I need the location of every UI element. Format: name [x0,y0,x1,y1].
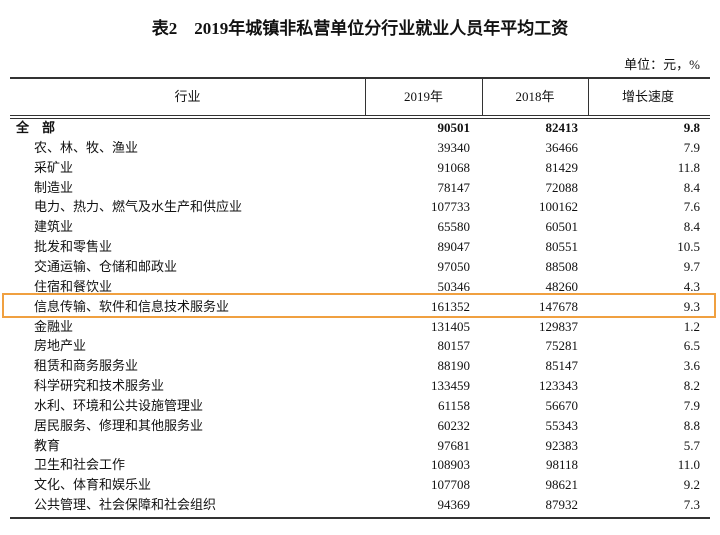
row-label: 水利、环境和公共设施管理业 [34,397,204,413]
column-header: 行业 [174,89,201,104]
row-label: 租赁和商务服务业 [34,358,139,374]
cell-value: 91068 [437,159,471,175]
cell-value: 72088 [545,179,579,195]
header-border [10,115,710,116]
row-label: 批发和零售业 [34,239,113,255]
header-border [10,118,710,119]
cell-value: 7.9 [683,139,700,155]
column-divider [365,78,366,116]
column-header: 2018年 [515,89,555,104]
row-label: 全 部 [16,120,56,135]
cell-value: 129837 [539,318,578,334]
title: 表2 2019年城镇非私营单位分行业就业人员年平均工资 [151,19,569,38]
row-label: 科学研究和技术服务业 [34,378,165,394]
cell-value: 36466 [545,139,579,155]
cell-value: 75281 [545,338,579,354]
cell-value: 7.9 [683,397,700,413]
cell-value: 56670 [545,397,579,413]
cell-value: 55343 [545,417,579,433]
cell-value: 11.0 [677,457,700,473]
cell-value: 88190 [437,358,471,374]
cell-value: 11.8 [677,159,700,175]
cell-value: 8.4 [683,219,700,235]
cell-value: 4.3 [683,278,700,294]
cell-value: 131405 [431,318,470,334]
cell-value: 65580 [437,219,471,235]
cell-value: 80551 [545,239,579,255]
cell-value: 8.4 [683,179,700,195]
cell-value: 39340 [437,139,471,155]
row-label: 住宿和餐饮业 [34,278,113,294]
cell-value: 8.8 [683,417,700,433]
cell-value: 7.6 [683,199,700,215]
row-label: 公共管理、社会保障和社会组织 [34,497,217,513]
cell-value: 107733 [431,199,470,215]
cell-value: 81429 [545,159,579,175]
cell-value: 100162 [539,199,578,215]
cell-value: 60501 [545,219,579,235]
cell-value: 9.7 [683,258,700,274]
cell-value: 60232 [437,417,471,433]
table-top-border [10,77,710,79]
row-label: 电力、热力、燃气及水生产和供应业 [34,199,243,215]
cell-value: 9.3 [683,298,700,314]
cell-value: 98118 [545,457,578,473]
cell-value: 9.8 [683,120,700,135]
cell-value: 147678 [539,298,578,314]
cell-value: 61158 [437,397,470,413]
row-label: 交通运输、仓储和邮政业 [34,258,178,274]
unit-note: 单位：元，% [624,57,700,72]
cell-value: 6.5 [683,338,700,354]
cell-value: 50346 [437,278,471,294]
cell-value: 1.2 [683,318,700,334]
cell-value: 9.2 [683,477,700,493]
cell-value: 97050 [437,258,471,274]
cell-value: 10.5 [677,239,700,255]
row-label: 采矿业 [34,159,74,175]
cell-value: 133459 [431,378,470,394]
cell-value: 123343 [539,378,578,394]
cell-value: 161352 [431,298,470,314]
cell-value: 3.6 [683,358,700,374]
cell-value: 7.3 [683,497,700,513]
row-label: 信息传输、软件和信息技术服务业 [34,298,230,314]
row-label: 制造业 [34,179,74,195]
cell-value: 80157 [437,338,471,354]
cell-value: 90501 [437,120,471,135]
cell-value: 85147 [545,358,579,374]
row-label: 居民服务、修理和其他服务业 [34,417,204,433]
cell-value: 8.2 [683,378,700,394]
cell-value: 97681 [437,437,471,453]
column-header: 2019年 [403,89,443,104]
cell-value: 87932 [545,497,579,513]
cell-value: 48260 [545,278,579,294]
row-label: 文化、体育和娱乐业 [34,477,152,493]
cell-value: 89047 [437,239,471,255]
column-divider [482,78,483,116]
cell-value: 107708 [431,477,470,493]
cell-value: 94369 [437,497,471,513]
column-divider [588,78,589,116]
column-header: 增长速度 [621,89,674,104]
cell-value: 98621 [545,477,579,493]
cell-value: 78147 [437,179,471,195]
row-label: 卫生和社会工作 [34,457,126,473]
cell-value: 92383 [545,437,579,453]
highlight-box [2,293,716,318]
row-label: 金融业 [34,318,74,334]
row-label: 建筑业 [34,219,74,235]
cell-value: 82413 [545,120,579,135]
cell-value: 5.7 [683,437,700,453]
row-label: 农、林、牧、渔业 [34,139,139,155]
row-label: 教育 [34,437,61,453]
cell-value: 108903 [431,457,470,473]
table-bottom-border [10,517,710,519]
cell-value: 88508 [545,258,579,274]
row-label: 房地产业 [34,338,87,354]
